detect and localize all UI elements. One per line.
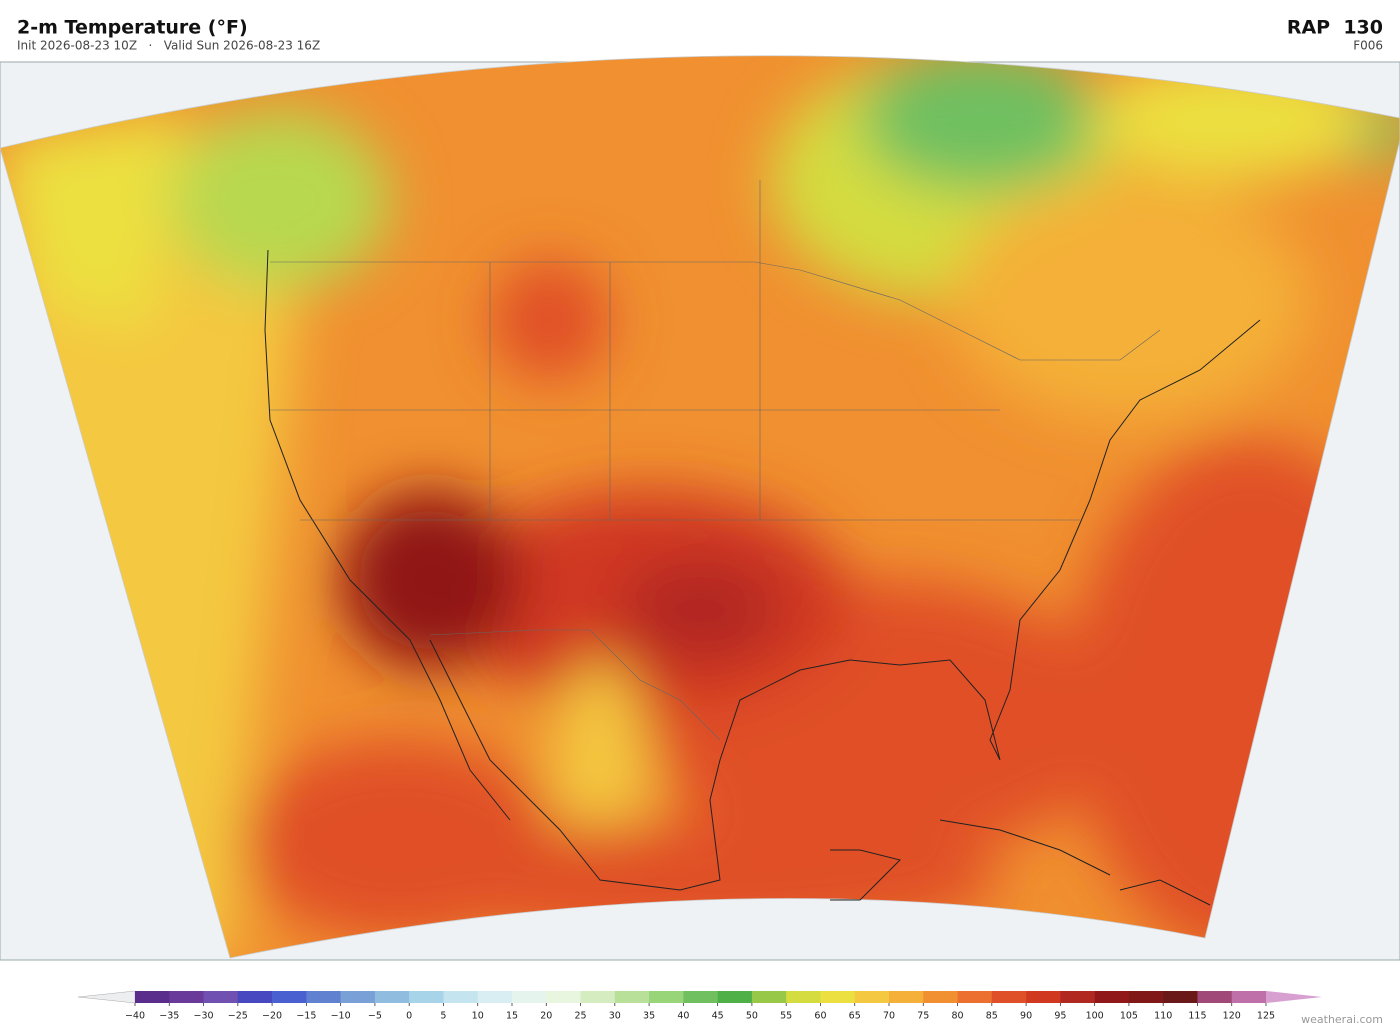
tick-label: 5 [440, 1011, 446, 1022]
title: 2-m Temperature (°F) [17, 17, 248, 39]
color-bin [991, 991, 1027, 1003]
map [0, 55, 1400, 961]
temperature-field [0, 55, 1400, 958]
color-bin [1197, 991, 1233, 1003]
tick-label: −10 [331, 1011, 351, 1022]
color-bin [957, 991, 993, 1003]
domain-edge [0, 55, 1400, 959]
tick-label: 10 [472, 1011, 484, 1022]
color-bin [751, 991, 787, 1003]
color-bin [889, 991, 924, 1003]
color-bin [820, 991, 856, 1003]
tick-label: −15 [296, 1011, 316, 1022]
color-bin [409, 991, 444, 1003]
tick-label: 90 [1020, 1011, 1032, 1022]
tick-label: 75 [917, 1011, 929, 1022]
color-bin [614, 991, 650, 1003]
tick-label: −20 [262, 1011, 282, 1022]
color-bin [374, 991, 410, 1003]
tick-label: 55 [780, 1011, 792, 1022]
color-bin [1231, 991, 1267, 1003]
color-bin [717, 991, 753, 1003]
color-bin [443, 991, 479, 1003]
tick-label: 20 [540, 1011, 552, 1022]
tick-label: 105 [1120, 1011, 1138, 1022]
tick-label: 65 [849, 1011, 861, 1022]
tick-label: 70 [883, 1011, 895, 1022]
tick-label: 95 [1054, 1011, 1066, 1022]
color-bin [237, 991, 273, 1003]
color-bin [546, 991, 581, 1003]
color-bin [854, 991, 890, 1003]
under-triangle [77, 990, 136, 1004]
color-bin [306, 991, 341, 1003]
tick-label: 100 [1086, 1011, 1104, 1022]
coastlines [264, 249, 1261, 906]
color-bin [1026, 991, 1061, 1003]
color-bin [169, 991, 204, 1003]
tick-label: −35 [159, 1011, 179, 1022]
color-bin [923, 991, 958, 1003]
tick-label: 0 [406, 1011, 412, 1022]
color-bin [786, 991, 821, 1003]
credit: weatherai.com [1301, 1013, 1383, 1026]
color-bin [683, 991, 718, 1003]
tick-label: 120 [1223, 1011, 1241, 1022]
tick-label: 80 [951, 1011, 963, 1022]
tick-label: 115 [1188, 1011, 1206, 1022]
tick-label: 125 [1257, 1011, 1275, 1022]
color-bin [1163, 991, 1198, 1003]
color-bin [477, 991, 513, 1003]
color-bin [340, 991, 376, 1003]
tick-label: 45 [712, 1011, 724, 1022]
tick-label: 30 [609, 1011, 621, 1022]
color-bin [272, 991, 307, 1003]
color-bin [649, 991, 684, 1003]
tick-label: 25 [574, 1011, 586, 1022]
color-bin [512, 991, 547, 1003]
tick-label: −30 [194, 1011, 214, 1022]
borders [270, 180, 1161, 741]
tick-label: 15 [506, 1011, 518, 1022]
tick-label: 110 [1154, 1011, 1172, 1022]
model: RAP 130 [1287, 17, 1383, 39]
forecast-hour: F006 [1353, 39, 1383, 53]
over-triangle [1266, 991, 1322, 1003]
header-bg [0, 0, 1400, 62]
color-bin [580, 991, 616, 1003]
tick-label: −40 [125, 1011, 145, 1022]
color-bin [1060, 991, 1095, 1003]
tick-label: −5 [368, 1011, 382, 1022]
tick-label: 40 [677, 1011, 689, 1022]
color-bin [203, 991, 239, 1003]
color-bin [1128, 991, 1164, 1003]
tick-label: 60 [814, 1011, 826, 1022]
color-bin [135, 991, 170, 1003]
tick-label: −25 [228, 1011, 248, 1022]
tick-label: 35 [643, 1011, 655, 1022]
tick-label: 85 [986, 1011, 998, 1022]
subtitle: Init 2026-08-23 10Z · Valid Sun 2026-08-… [17, 39, 320, 53]
color-bin [1094, 991, 1130, 1003]
colorbar: −40 −35 −30 −25 −20 −15 −10 −5 0 5 10 15 20 25 30 35 40 4… [77, 990, 1322, 1022]
tick-label: 50 [746, 1011, 758, 1022]
